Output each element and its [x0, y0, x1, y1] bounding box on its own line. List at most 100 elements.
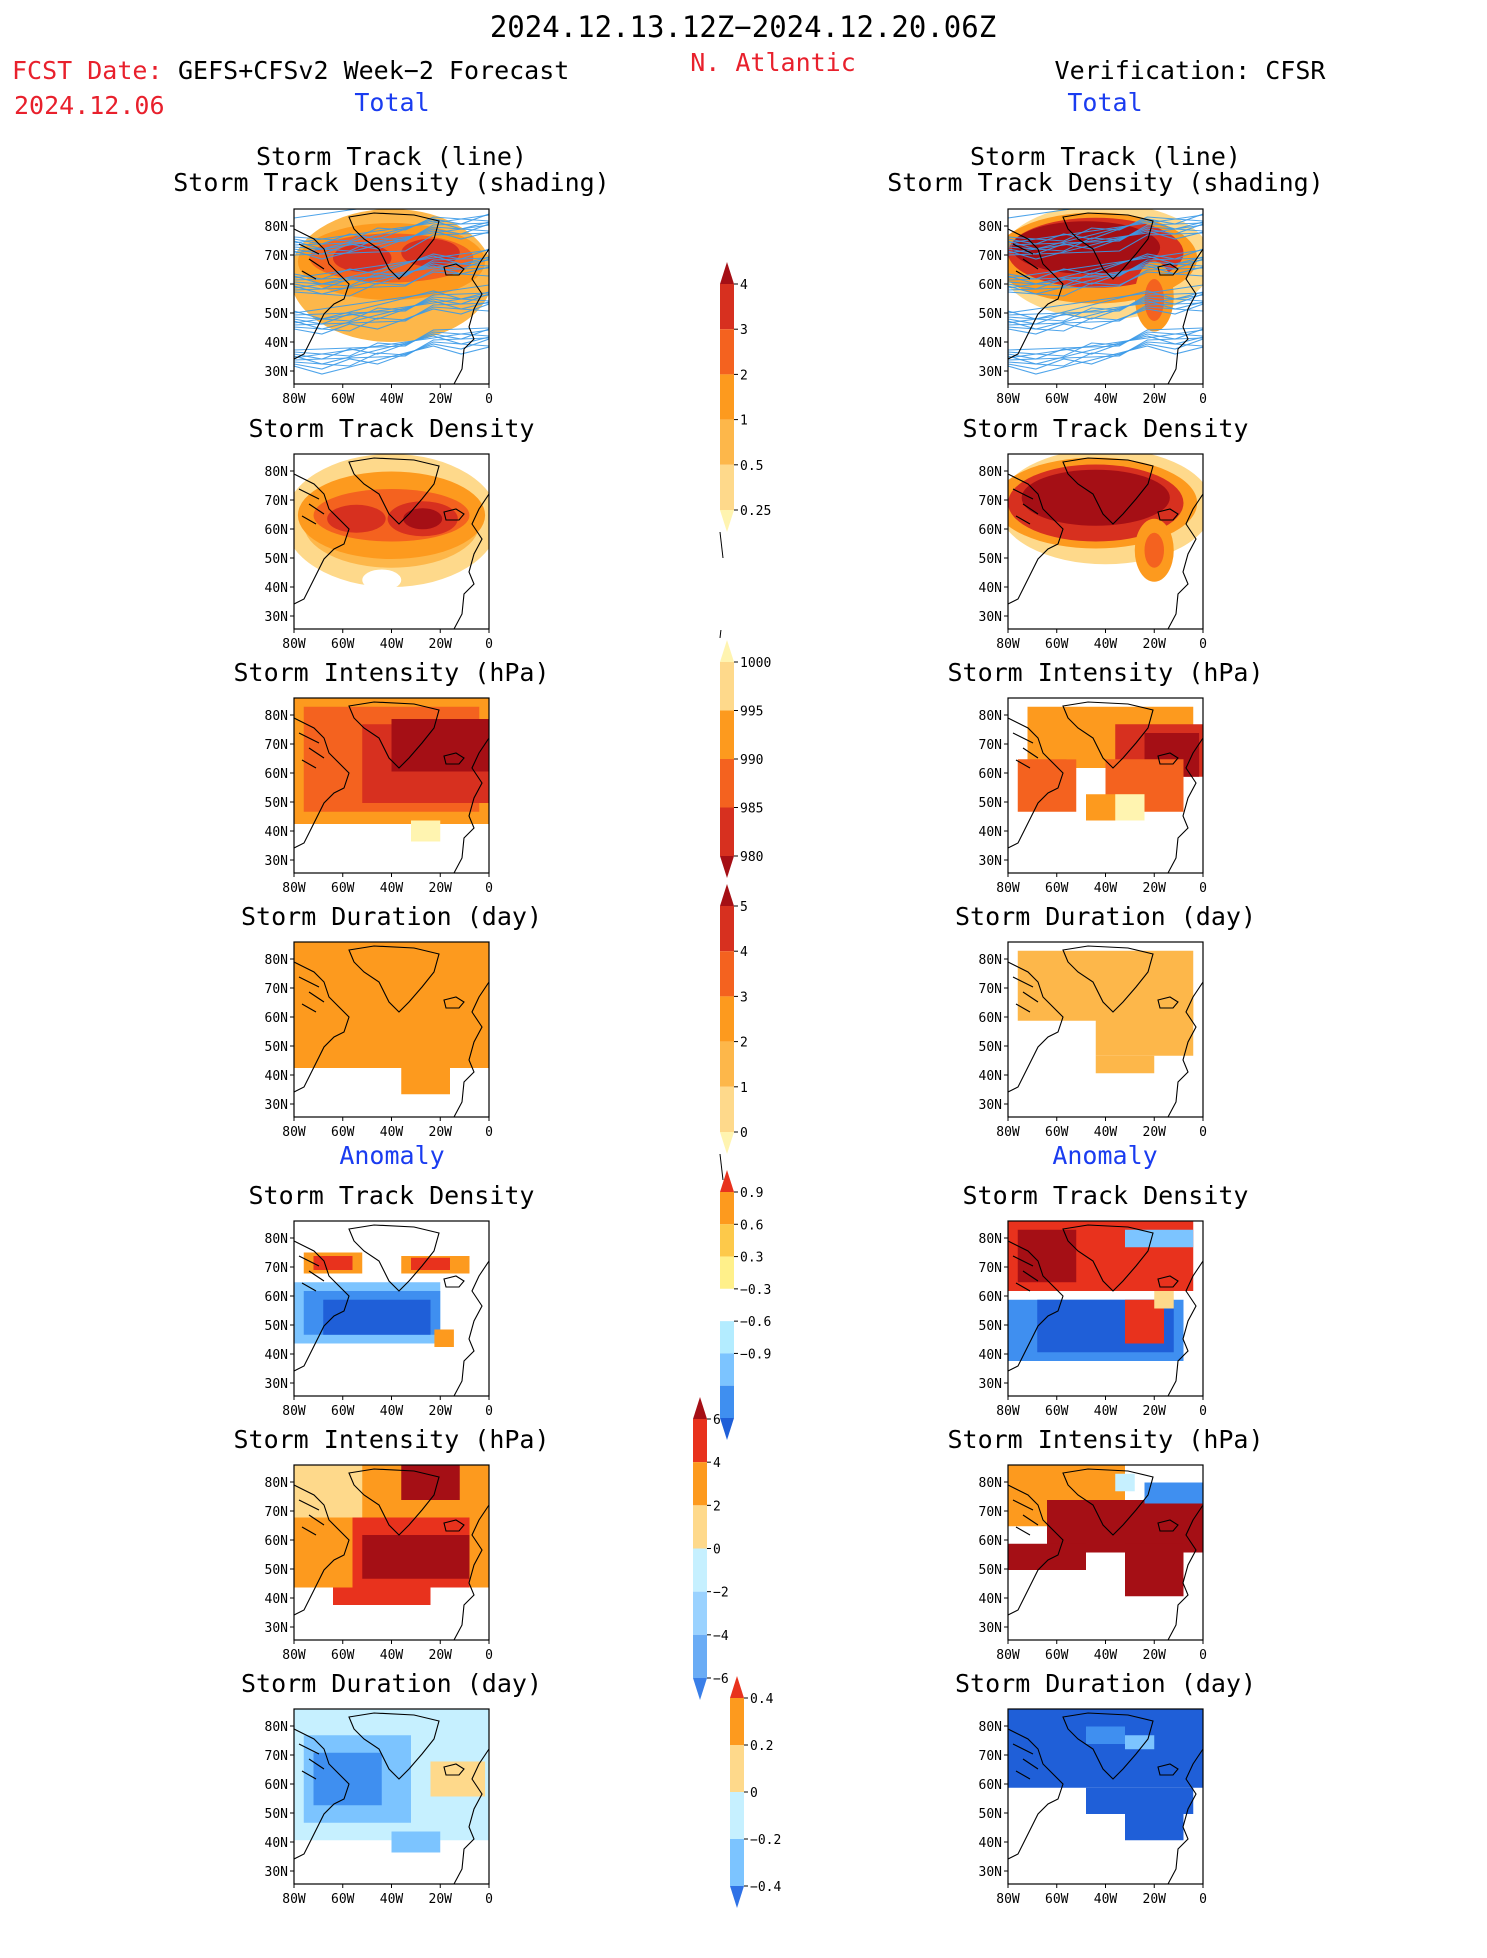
colorbar-2-label-2: 3	[740, 990, 748, 1005]
verif-total-2-coast-4	[1012, 732, 1039, 769]
colorbar-5: 0.4 0.2 0 −0.2 −0.4	[730, 1676, 781, 1908]
forecast-total-1-lat-tick-3: 50N	[265, 552, 288, 567]
verif-total-1-shade-5	[1144, 532, 1164, 568]
verif-total-2-lat-tick-1: 70N	[979, 738, 1002, 753]
verif-anom-2-lon-tick-3: 20W	[1143, 1892, 1167, 1907]
forecast-anom-1-lat-tick-2: 60N	[265, 1534, 288, 1549]
forecast-total-0-coast-0	[348, 212, 440, 280]
forecast-total-2-lon-tick-1: 60W	[331, 881, 355, 896]
verif-total-3-lon-tick-2: 40W	[1094, 1125, 1118, 1140]
verif-anom-1-lon-tick-3: 20W	[1143, 1648, 1167, 1663]
colorbar-5-swatch-5	[730, 1886, 744, 1908]
verif-anom-2-lon-tick-4: 0	[1199, 1892, 1207, 1907]
colorbar-2-swatch-1	[720, 906, 734, 952]
forecast-total-1-lon-tick-2: 40W	[380, 637, 404, 652]
verif-total-3-lat-tick-2: 60N	[979, 1011, 1002, 1026]
forecast-total-1-lon-tick-1: 60W	[331, 637, 355, 652]
forecast-total-1-shade-6	[403, 508, 443, 530]
verification-label: Verification: CFSR	[1054, 56, 1326, 85]
colorbar-5-label-0: 0.4	[750, 1692, 774, 1707]
colorbar-5-label-4: −0.4	[750, 1880, 781, 1895]
forecast-total-3-lon-tick-3: 20W	[429, 1125, 453, 1140]
verif-total-0-lat-tick-5: 30N	[979, 365, 1002, 380]
colorbar-5-swatch-2	[730, 1745, 744, 1792]
forecast-total-0-coast-1	[294, 228, 350, 360]
forecast-total-0-track-31	[294, 292, 489, 316]
verif-anom-0-lat-tick-0: 80N	[979, 1232, 1002, 1247]
verif-anom-1-shade-3	[1125, 1543, 1184, 1597]
verif-total-1-title: Storm Track Density	[962, 414, 1249, 443]
forecast-total-0-track-12	[294, 341, 489, 367]
forecast-total-3-lon-tick-4: 0	[485, 1125, 493, 1140]
verif-total-3-coast-3	[1167, 981, 1203, 1117]
verif-total-3-shade-2	[1095, 1055, 1155, 1074]
verif-total-3-lon-tick-1: 60W	[1045, 1125, 1069, 1140]
verif-anom-0-lat-tick-5: 30N	[979, 1377, 1002, 1392]
forecast-anom-0-shade-2	[323, 1299, 431, 1335]
verif-anom-2-lat-tick-2: 60N	[979, 1778, 1002, 1793]
forecast-total-0-track-16	[294, 337, 489, 361]
verif-anom-2-coast-3	[1167, 1748, 1203, 1884]
forecast-anom-1-lat-tick-0: 80N	[265, 1476, 288, 1491]
forecast-anom-2-lat-tick-5: 30N	[265, 1865, 288, 1880]
verif-anom-0-shade-6	[1154, 1291, 1174, 1309]
forecast-total-2-lat-tick-1: 70N	[265, 738, 288, 753]
verif-anom-2-lat-tick-1: 70N	[979, 1749, 1002, 1764]
colorbar-4-swatch-1	[693, 1419, 707, 1463]
colorbar-0-swatch-2	[720, 329, 734, 375]
forecast-total-0-track-28	[294, 328, 489, 360]
forecast-total-2-coast-2	[443, 752, 465, 765]
colorbar-0-swatch-6	[720, 510, 734, 532]
forecast-anom-0-lon-tick-3: 20W	[429, 1404, 453, 1419]
colorbar-5-label-1: 0.2	[750, 1739, 773, 1754]
forecast-total-0-track-8	[294, 338, 489, 370]
forecast-total-1-shade-4	[327, 504, 386, 533]
forecast-total-0-track-11	[294, 302, 489, 326]
verif-anom-1-lon-tick-1: 60W	[1045, 1648, 1069, 1663]
forecast-total-2-lon-tick-4: 0	[485, 881, 493, 896]
forecast-anom-1-lon-tick-3: 20W	[429, 1648, 453, 1663]
forecast-anom-0-coast-2	[443, 1275, 465, 1288]
forecast-total-3-title: Storm Duration (day)	[240, 902, 543, 931]
colorbar-2-swatch-3	[720, 996, 734, 1042]
colorbar-4-swatch-3	[693, 1505, 707, 1549]
forecast-total-0-lat-tick-3: 50N	[265, 307, 288, 322]
forecast-anom-1-map: 80N 70N 60N 50N 40N 30N 80W 60W 40W 20W 0	[265, 1464, 493, 1663]
verif-anom-0-lat-tick-1: 70N	[979, 1261, 1002, 1276]
forecast-total-0-coast-3	[453, 248, 489, 384]
verif-total-3-coast-0	[1062, 945, 1154, 1013]
forecast-total-2-lat-tick-5: 30N	[265, 854, 288, 869]
verif-total-0-track-18	[1008, 258, 1203, 290]
colorbar-0-label-0: 4	[740, 278, 748, 293]
verif-total-0-track-30	[1008, 249, 1203, 279]
forecast-total-0-track-38	[294, 248, 489, 280]
verif-total-0-track-17	[1008, 226, 1203, 252]
forecast-total-3-lat-tick-3: 50N	[265, 1040, 288, 1055]
fcst-product: GEFS+CFSv2 Week−2 Forecast	[178, 56, 570, 85]
forecast-anom-2-lon-tick-4: 0	[485, 1892, 493, 1907]
forecast-anom-2-coast-1	[294, 1728, 350, 1860]
forecast-anom-1-coast-2	[443, 1519, 465, 1532]
forecast-total-0-track-27	[294, 296, 489, 322]
colorbar-2-swatch-5	[720, 1086, 734, 1132]
verif-anom-2-map: 80N 70N 60N 50N 40N 30N 80W 60W 40W 20W 0	[979, 1708, 1207, 1907]
verif-total-0-track-23	[1008, 293, 1203, 325]
verif-anom-0-coast-0	[1062, 1224, 1154, 1292]
forecast-total-0-track-26	[294, 257, 489, 281]
verif-anom-0-lat-tick-4: 40N	[979, 1348, 1002, 1363]
forecast-total-2-coast-0	[348, 701, 440, 769]
colorbar-0-swatch-5	[720, 464, 734, 510]
forecast-anom-2-shade-4	[391, 1831, 441, 1853]
forecast-total-0-track-7	[294, 306, 489, 332]
verif-total-2-coast-3	[1167, 737, 1203, 873]
verif-total-1-coast-0	[1062, 457, 1154, 525]
verif-total-2-lat-tick-3: 50N	[979, 796, 1002, 811]
verif-anom-1-lat-tick-4: 40N	[979, 1592, 1002, 1607]
colorbar-2-label-5: 0	[740, 1126, 748, 1141]
forecast-total-3-coast-2	[443, 996, 465, 1009]
forecast-total-2-shade-4	[411, 820, 441, 842]
forecast-total-0-track-0	[294, 209, 361, 219]
forecast-total-0-coast-2	[443, 263, 465, 276]
verif-total-0-track-11	[1008, 302, 1203, 326]
forecast-total-0-title: Storm Track (line)	[256, 142, 527, 171]
